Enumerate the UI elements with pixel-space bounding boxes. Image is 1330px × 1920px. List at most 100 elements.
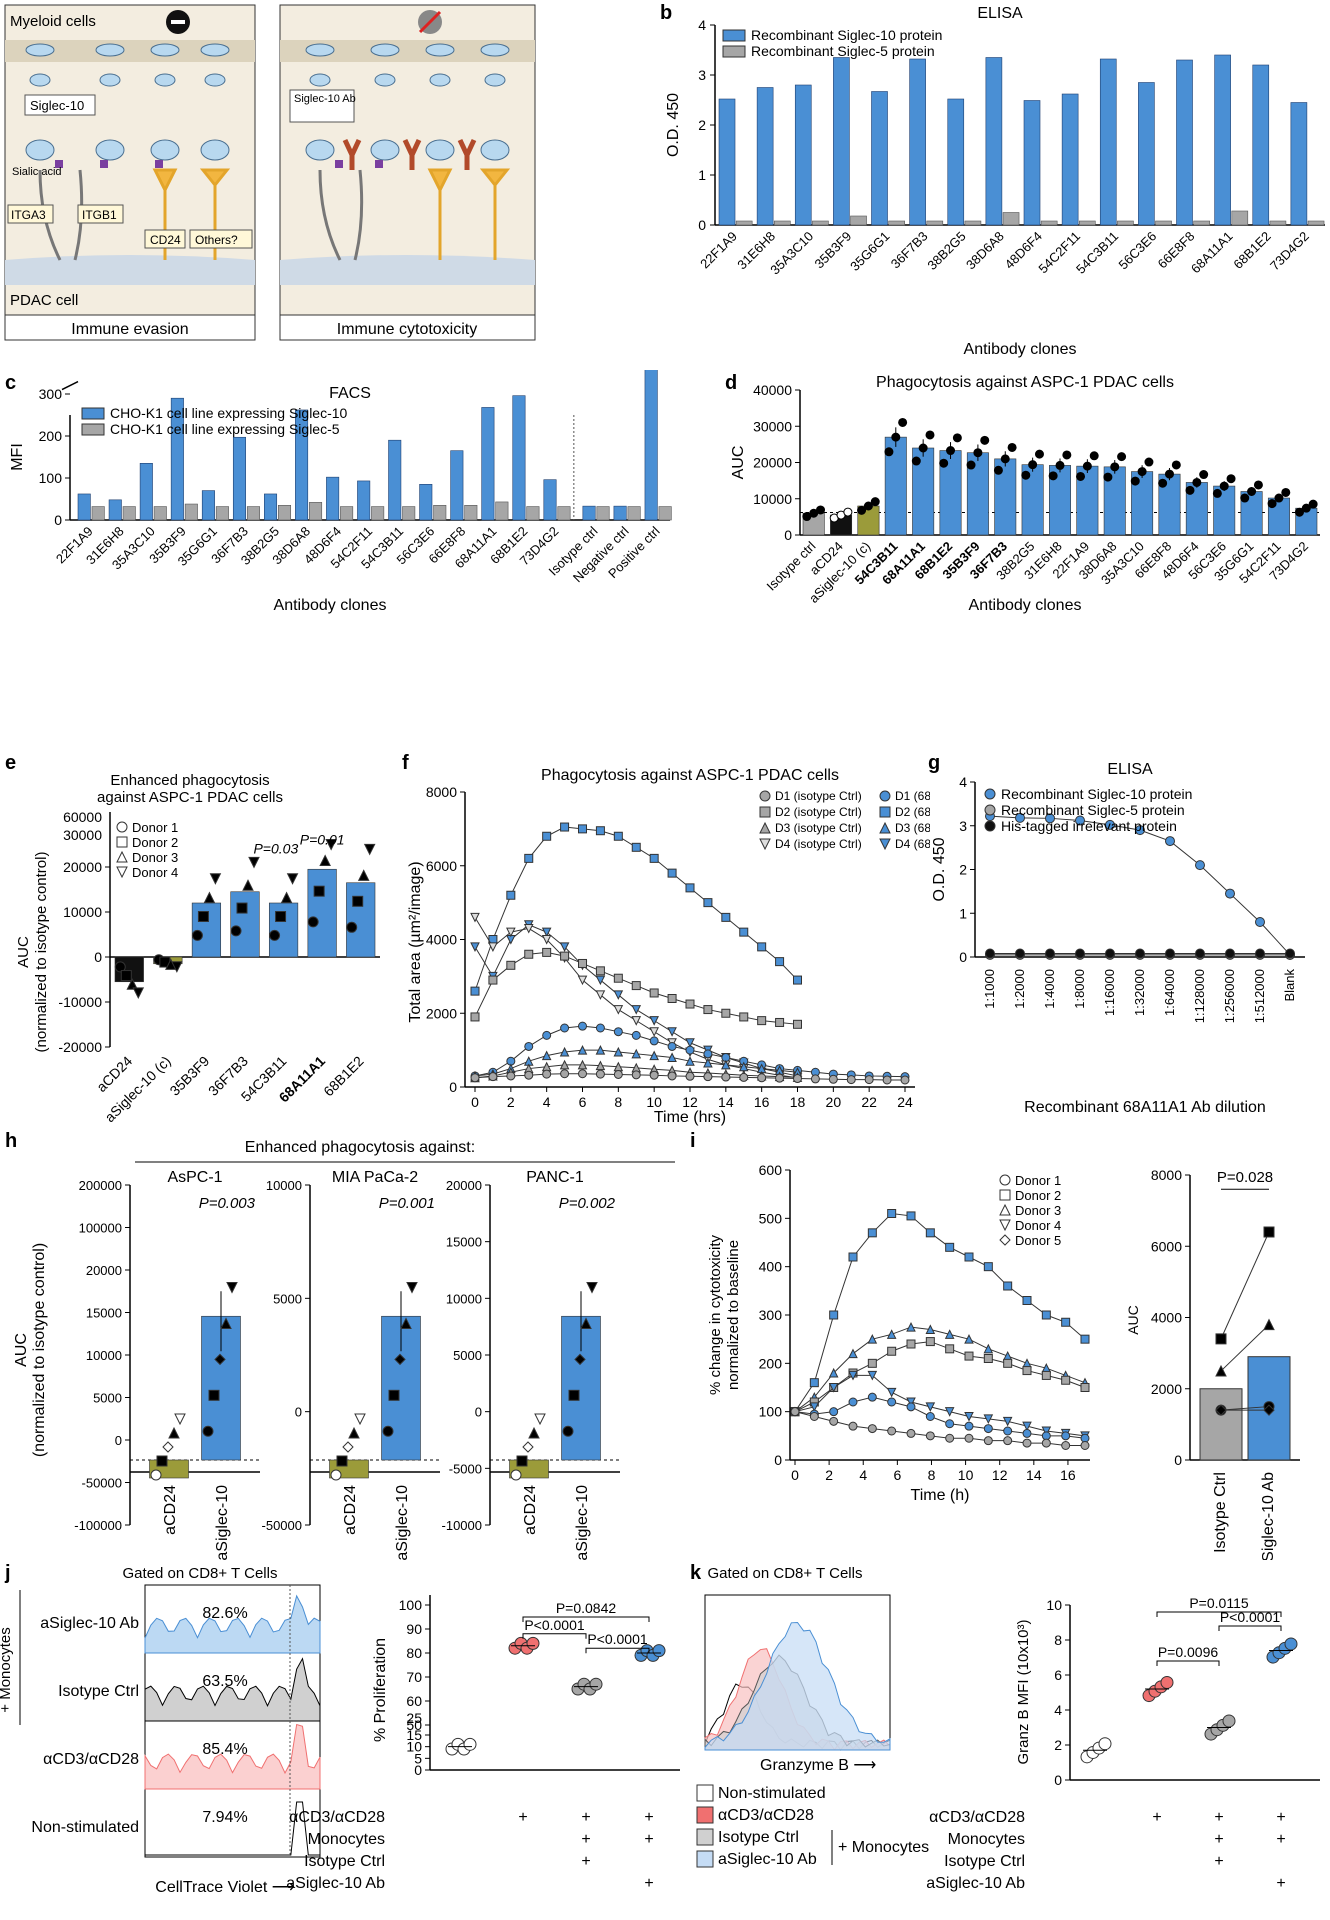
caption-bar-left (4, 314, 256, 341)
chart-title: Enhanced phagocytosis against: (245, 1139, 475, 1156)
data-point (886, 1329, 897, 1339)
legend-marker (759, 806, 771, 818)
sig-bracket (585, 1647, 650, 1654)
data-point (790, 1407, 800, 1417)
y-tick-label: 10 (1046, 1597, 1062, 1613)
bar-siglec10 (357, 480, 371, 521)
data-point (1022, 1421, 1032, 1432)
data-point (1110, 462, 1120, 472)
x-tick-label: 1:64000 (1162, 969, 1177, 1016)
data-point (506, 890, 516, 900)
bar-siglec10 (108, 499, 122, 521)
condition-plus: + (1276, 1875, 1285, 1892)
data-point (1000, 454, 1010, 464)
data-point (1185, 485, 1195, 495)
data-point (595, 1023, 605, 1033)
data-point (541, 1050, 552, 1061)
histogram-label: αCD3/αCD28 (43, 1751, 139, 1768)
chart-g: ELISA 0 1 2 3 4 O.D. 450 1:1000 1:2000 1:4000 1:80… (931, 761, 1305, 1116)
data-point (1098, 1737, 1112, 1751)
series-line (989, 815, 1291, 956)
data-point (560, 951, 570, 961)
bar-siglec10 (77, 493, 91, 521)
data-point (1061, 1375, 1071, 1385)
x-tick-label: 38D6A8 (963, 229, 1007, 273)
y-axis-label: AUC (15, 936, 32, 968)
x-tick-label: aSiglec-10 (394, 1485, 411, 1560)
chart-d: Phagocytosis against ASPC-1 PDAC cells 0 1… (730, 374, 1320, 614)
data-point (506, 927, 516, 938)
siglec10-ab-label: Siglec-10 Ab (294, 93, 356, 105)
y-axis-label: Total area (µm²/image) (407, 861, 424, 1022)
data-point (631, 1005, 642, 1015)
y-tick-label: -5000 (449, 1461, 482, 1476)
data-point (470, 912, 480, 923)
data-point (867, 1334, 878, 1344)
y-tick-label: 0 (414, 1762, 422, 1778)
legend-marker (116, 866, 128, 879)
data-point (964, 1421, 974, 1431)
legend-marker (984, 804, 996, 816)
y-tick-label: 4 (1054, 1702, 1062, 1718)
data-point (470, 986, 480, 996)
bar-siglec5 (91, 506, 105, 521)
data-point (197, 911, 209, 922)
data-point (522, 1441, 534, 1453)
data-point (793, 1019, 802, 1029)
paired-line (1220, 1231, 1270, 1340)
legend-swatch-siglec5 (722, 45, 746, 58)
data-point (1028, 460, 1038, 470)
bar-siglec10 (543, 479, 557, 521)
data-point (613, 1005, 624, 1015)
data-point (1247, 487, 1257, 496)
y-tick-label: 15000 (86, 1306, 122, 1321)
p-value: P=0.028 (1217, 1169, 1273, 1186)
legend-marker (759, 821, 771, 834)
bar-siglec5 (153, 506, 167, 521)
data-point (631, 1048, 642, 1059)
bar-siglec5 (309, 502, 323, 521)
caption-right: Immune cytotoxicity (337, 321, 477, 338)
x-tick-label: 0 (791, 1467, 799, 1483)
data-point (952, 433, 962, 443)
y-tick-label: 0 (54, 512, 62, 528)
data-point (242, 879, 254, 891)
data-point (613, 990, 624, 1000)
data-point (649, 988, 659, 998)
data-point (721, 912, 731, 922)
bar-siglec10 (833, 57, 850, 226)
data-point (208, 1389, 220, 1401)
others-label: Others? (195, 233, 238, 247)
chart-i: 0 2 4 6 8 10 12 14 16 0 100 200 300 400 500 600 Time (h)… (707, 1162, 1300, 1560)
y-tick-label: 2 (959, 862, 967, 878)
data-point (685, 883, 695, 893)
x-tick-label: 1:16000 (1102, 969, 1117, 1016)
y-tick-label: 100 (39, 470, 63, 486)
y-tick-label: -10000 (442, 1518, 482, 1533)
x-tick-label: 68B1E2 (320, 1053, 367, 1100)
legend-marker (999, 1203, 1011, 1216)
legend-marker (116, 850, 128, 863)
myeloid-label: Myeloid cells (10, 13, 96, 30)
x-tick-label: aSiglec-10 (574, 1485, 591, 1560)
data-point (945, 1419, 955, 1429)
legend-swatch (696, 1850, 714, 1868)
data-point (1117, 452, 1127, 462)
data-point (721, 1059, 731, 1070)
bar-siglec10 (718, 98, 736, 226)
data-point (132, 987, 145, 1000)
data-point (214, 1353, 226, 1366)
data-point (898, 417, 908, 427)
condition-label: Isotype Ctrl (304, 1853, 385, 1870)
data-point (595, 826, 605, 836)
data-point (1082, 461, 1092, 471)
bar-siglec10 (419, 484, 433, 521)
data-point (739, 1072, 749, 1082)
data-point (542, 1069, 552, 1079)
data-point (354, 1413, 366, 1426)
cd24-label: CD24 (150, 233, 181, 247)
data-point (1055, 460, 1065, 470)
y-tick-label: 90 (406, 1621, 422, 1637)
data-point (313, 885, 325, 897)
